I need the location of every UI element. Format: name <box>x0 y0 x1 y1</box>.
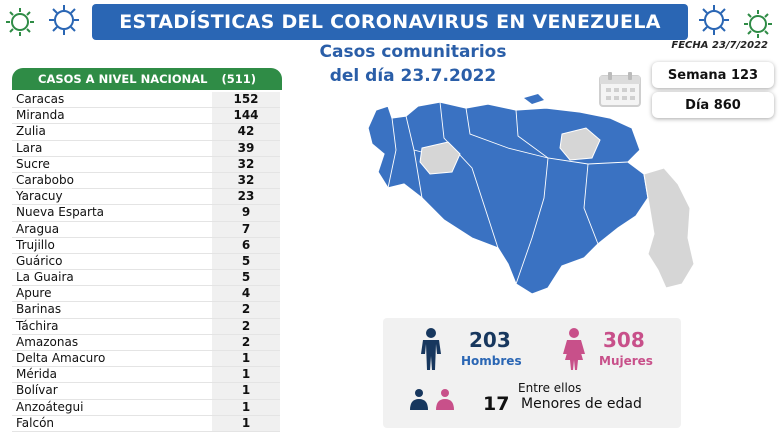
state-name: Falcón <box>12 415 212 432</box>
male-icon <box>421 328 441 370</box>
table-row: Miranda 144 <box>12 108 282 125</box>
state-name: Nueva Esparta <box>12 205 212 222</box>
state-name: Caracas <box>12 92 212 109</box>
female-count: 308 <box>603 328 645 352</box>
state-cases: 9 <box>212 205 280 222</box>
table-row: Sucre 32 <box>12 156 282 173</box>
map-region-blue <box>367 101 649 295</box>
state-name: Anzoátegui <box>12 399 212 416</box>
table-row: Caracas 152 <box>12 92 282 109</box>
state-cases: 5 <box>212 253 280 271</box>
state-name: Lara <box>12 140 212 157</box>
date-label: FECHA 23/7/2022 <box>671 40 768 51</box>
state-cases: 1 <box>212 399 280 416</box>
table-row: Carabobo 32 <box>12 172 282 190</box>
state-cases: 23 <box>212 189 280 206</box>
state-name: Apure <box>12 286 212 303</box>
table-row: Falcón 1 <box>12 415 282 432</box>
table-header: CASOS A NIVEL NACIONAL (511) <box>12 68 282 90</box>
state-name: Aragua <box>12 221 212 238</box>
table-row: Anzoátegui 1 <box>12 399 282 416</box>
male-count: 203 <box>469 328 511 352</box>
state-cases: 4 <box>212 286 280 303</box>
state-cases: 2 <box>212 302 280 319</box>
table-row: Aragua 7 <box>12 221 282 238</box>
table-row: Apure 4 <box>12 286 282 303</box>
table-row: Amazonas 2 <box>12 334 282 351</box>
table-row: Barinas 2 <box>12 302 282 319</box>
children-icon <box>410 389 454 410</box>
minors-count: 17 <box>483 393 510 415</box>
table-row: Delta Amacuro 1 <box>12 351 282 368</box>
table-rows: Caracas 152 Miranda 144 Zulia 42 Lara 39 Sucre 32… <box>12 92 282 432</box>
state-cases: 32 <box>212 156 280 173</box>
virus-icon <box>699 5 772 38</box>
cases-table: CASOS A NIVEL NACIONAL (511) Caracas 152 M… <box>8 68 286 440</box>
page-title: ESTADÍSTICAS DEL CORONAVIRUS EN VENEZUEL… <box>92 4 688 40</box>
state-name: Carabobo <box>12 172 212 190</box>
state-name: Mérida <box>12 367 212 384</box>
state-cases: 42 <box>212 124 280 141</box>
venezuela-map <box>367 94 695 295</box>
calendar-icon <box>599 72 641 107</box>
state-name: Bolívar <box>12 383 212 400</box>
male-label: Hombres <box>461 354 522 368</box>
week-badge: Semana 123 <box>652 62 774 88</box>
table-row: Zulia 42 <box>12 124 282 141</box>
state-cases: 5 <box>212 270 280 287</box>
table-heading: CASOS A NIVEL NACIONAL <box>38 72 208 86</box>
subtitle-line-1: Casos comunitarios <box>319 42 507 62</box>
table-row: Nueva Esparta 9 <box>12 205 282 222</box>
state-name: Yaracuy <box>12 189 212 206</box>
state-cases: 32 <box>212 172 280 190</box>
map-region-grey <box>643 167 695 289</box>
minors-label: Menores de edad <box>521 396 642 412</box>
among-them-label: Entre ellos <box>518 381 582 395</box>
table-row: Táchira 2 <box>12 318 282 335</box>
state-name: Guárico <box>12 253 212 271</box>
state-cases: 6 <box>212 237 280 254</box>
state-cases: 144 <box>212 108 280 125</box>
state-cases: 152 <box>212 92 280 109</box>
table-row: La Guaira 5 <box>12 270 282 287</box>
header: ESTADÍSTICAS DEL CORONAVIRUS EN VENEZUEL… <box>0 0 780 44</box>
virus-icon <box>6 5 79 36</box>
table-row: Mérida 1 <box>12 367 282 384</box>
state-name: Trujillo <box>12 237 212 254</box>
female-label: Mujeres <box>599 354 653 368</box>
map-region-grey <box>419 141 461 175</box>
state-name: Miranda <box>12 108 212 125</box>
state-name: La Guaira <box>12 270 212 287</box>
state-name: Sucre <box>12 156 212 173</box>
state-cases: 1 <box>212 415 280 432</box>
table-total: (511) <box>221 72 256 86</box>
state-name: Barinas <box>12 302 212 319</box>
state-cases: 1 <box>212 383 280 400</box>
gender-stats: 203 Hombres 308 Mujeres Entre ellos 17 M… <box>383 318 681 428</box>
table-row: Yaracuy 23 <box>12 189 282 206</box>
state-name: Táchira <box>12 318 212 335</box>
state-cases: 2 <box>212 334 280 351</box>
female-icon <box>563 328 585 370</box>
subtitle: Casos comunitarios del día 23.7.2022 <box>290 40 536 88</box>
map-region-grey <box>559 127 601 161</box>
table-row: Trujillo 6 <box>12 237 282 254</box>
state-cases: 1 <box>212 367 280 384</box>
state-name: Amazonas <box>12 334 212 351</box>
state-cases: 7 <box>212 221 280 238</box>
state-cases: 2 <box>212 318 280 335</box>
day-badge: Día 860 <box>652 92 774 118</box>
table-row: Bolívar 1 <box>12 383 282 400</box>
map-region-blue <box>524 94 544 104</box>
subtitle-line-2: del día 23.7.2022 <box>329 66 497 86</box>
table-row: Guárico 5 <box>12 253 282 271</box>
table-row: Lara 39 <box>12 140 282 157</box>
state-cases: 39 <box>212 140 280 157</box>
state-cases: 1 <box>212 351 280 368</box>
state-name: Zulia <box>12 124 212 141</box>
state-name: Delta Amacuro <box>12 351 212 368</box>
